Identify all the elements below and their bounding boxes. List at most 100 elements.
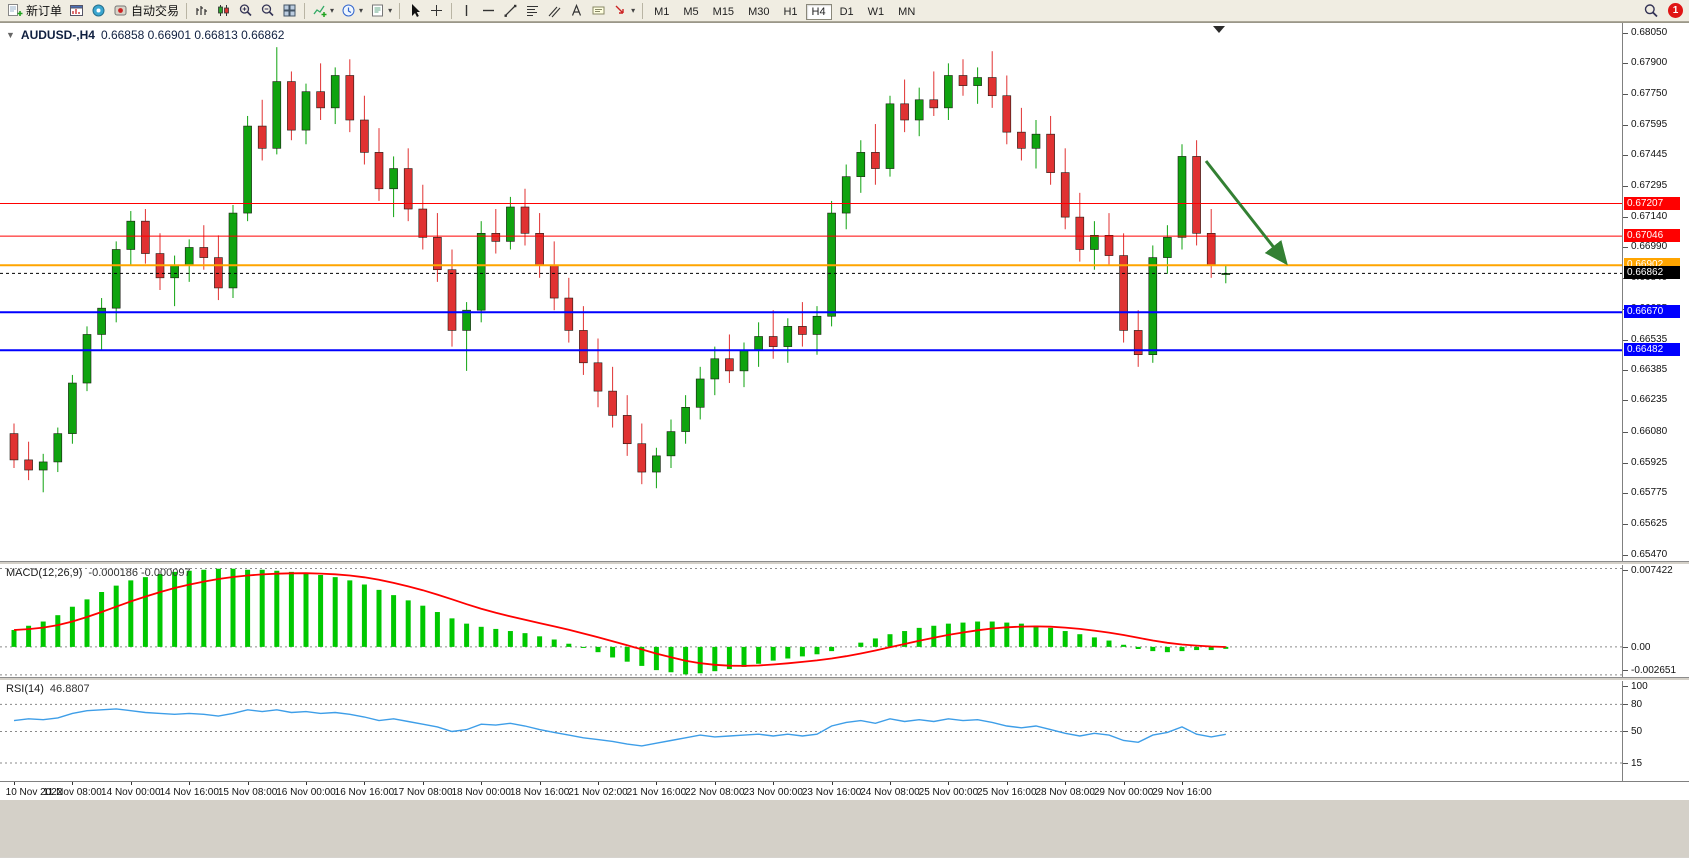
time-tick bbox=[831, 782, 833, 785]
text-button[interactable] bbox=[566, 1, 587, 21]
price-tick-label: 0.67295 bbox=[1622, 179, 1668, 191]
main-price-chart[interactable] bbox=[0, 23, 1622, 561]
timeframe-m1[interactable]: M1 bbox=[648, 4, 675, 20]
time-axis-label: 29 Nov 16:00 bbox=[1152, 787, 1212, 798]
time-axis-label: 25 Nov 00:00 bbox=[918, 787, 979, 798]
channel-button[interactable] bbox=[544, 1, 565, 21]
rsi-label: RSI(14) 46.8807 bbox=[6, 683, 90, 695]
chevron-down-icon: ▾ bbox=[388, 5, 393, 15]
tile-windows-icon bbox=[283, 4, 296, 17]
price-line-badge: 0.66670 bbox=[1624, 305, 1680, 319]
rsi-chart[interactable] bbox=[0, 681, 1622, 781]
macd-tick-label: -0.002651 bbox=[1622, 665, 1677, 676]
time-tick bbox=[1123, 782, 1125, 785]
macd-chart[interactable] bbox=[0, 565, 1622, 677]
new-order-icon bbox=[8, 4, 23, 16]
time-axis-label: 18 Nov 00:00 bbox=[451, 787, 511, 798]
time-axis-label: 14 Nov 16:00 bbox=[159, 787, 219, 798]
zoom-out-icon bbox=[261, 4, 274, 17]
macd-panel: 0.007422 0.00 -0.002651 MACD(12,26,9) -0.00… bbox=[0, 565, 1689, 677]
timeframe-m30[interactable]: M30 bbox=[742, 4, 775, 20]
cursor-button[interactable] bbox=[404, 1, 425, 21]
new-order-button[interactable]: 新订单 bbox=[4, 1, 65, 21]
crosshair-button[interactable] bbox=[426, 1, 447, 21]
time-axis-label: 16 Nov 00:00 bbox=[276, 787, 336, 798]
time-axis-label: 18 Nov 16:00 bbox=[509, 787, 570, 798]
zoom-out-button[interactable] bbox=[257, 1, 278, 21]
price-tick-label: 0.68050 bbox=[1622, 27, 1668, 38]
candlestick-chart-button[interactable] bbox=[213, 1, 234, 21]
chart-window: ▼ AUDUSD-,H4 0.66858 0.66901 0.66813 0.6… bbox=[0, 22, 1689, 799]
timeframe-h1[interactable]: H1 bbox=[777, 4, 803, 20]
timeframe-h4[interactable]: H4 bbox=[805, 3, 832, 20]
timeframe-m15[interactable]: M15 bbox=[707, 4, 740, 20]
timeframe-d1[interactable]: D1 bbox=[834, 4, 860, 20]
price-tick-label: 0.66990 bbox=[1622, 241, 1668, 253]
time-tick bbox=[598, 782, 599, 785]
time-tick bbox=[1182, 782, 1183, 785]
tile-windows-button[interactable] bbox=[279, 1, 300, 21]
bar-chart-button[interactable] bbox=[191, 1, 212, 21]
rsi-tick-label: 100 bbox=[1623, 681, 1648, 693]
time-tick bbox=[364, 782, 366, 785]
panel-splitter[interactable] bbox=[0, 561, 1689, 565]
new-order-label: 新订单 bbox=[26, 4, 63, 18]
autotrading-button[interactable]: 自动交易 bbox=[110, 1, 182, 21]
macd-scale[interactable]: 0.007422 0.00 -0.002651 bbox=[1622, 565, 1689, 677]
cursor-icon bbox=[412, 4, 421, 17]
community-button[interactable] bbox=[88, 1, 109, 21]
chart-window-button[interactable] bbox=[66, 1, 87, 21]
chevron-down-icon: ▾ bbox=[330, 5, 335, 15]
time-tick bbox=[72, 782, 74, 785]
search-icon bbox=[1644, 3, 1658, 17]
chart-window-icon bbox=[70, 5, 84, 16]
one-click-trading-toggle-icon[interactable]: ▼ bbox=[6, 30, 15, 40]
time-axis-label: 23 Nov 00:00 bbox=[743, 787, 803, 798]
timeframe-w1[interactable]: W1 bbox=[862, 4, 891, 20]
timeframe-mn[interactable]: MN bbox=[892, 4, 921, 20]
timeframe-toolbar: M1 M5 M15 M30 H1 H4 D1 W1 MN bbox=[647, 2, 922, 20]
rsi-tick-label: 50 bbox=[1622, 726, 1643, 738]
zoom-in-button[interactable] bbox=[235, 1, 256, 21]
time-tick bbox=[481, 782, 483, 785]
price-tick-label: 0.65625 bbox=[1622, 517, 1668, 529]
templates-button[interactable]: ▾ bbox=[367, 1, 395, 21]
indicators-button[interactable]: ▾ bbox=[309, 1, 337, 21]
rsi-scale[interactable]: 100 80 50 15 bbox=[1622, 681, 1689, 781]
vertical-line-icon bbox=[465, 5, 468, 16]
text-icon bbox=[572, 3, 582, 16]
panel-splitter[interactable] bbox=[0, 677, 1689, 681]
time-axis-label: 21 Nov 16:00 bbox=[626, 787, 687, 798]
rsi-panel: 100 80 50 15 RSI(14) 46.8807 bbox=[0, 681, 1689, 781]
timeframe-m5[interactable]: M5 bbox=[677, 4, 704, 20]
time-tick bbox=[306, 782, 307, 785]
trendline-icon bbox=[504, 4, 517, 17]
vertical-line-button[interactable] bbox=[456, 1, 477, 21]
price-tick-label: 0.65775 bbox=[1622, 487, 1668, 499]
trendline-button[interactable] bbox=[500, 1, 521, 21]
time-axis[interactable]: 10 Nov 2022 11 Nov 08:00 14 Nov 00:00 14 No… bbox=[0, 781, 1689, 799]
notification-badge[interactable]: 1 bbox=[1668, 3, 1683, 18]
toolbar: 新订单 自动交易 ▾ bbox=[0, 0, 1689, 22]
ohlc-values: 0.66858 0.66901 0.66813 0.66862 bbox=[100, 28, 285, 42]
chevron-down-icon: ▾ bbox=[359, 5, 364, 15]
arrows-button[interactable]: ▾ bbox=[610, 1, 638, 21]
symbol-title: AUDUSD-,H4 bbox=[20, 28, 95, 42]
time-axis-label: 25 Nov 16:00 bbox=[977, 787, 1037, 798]
horizontal-line-button[interactable] bbox=[478, 1, 499, 21]
price-tick-label: 0.66235 bbox=[1622, 394, 1668, 406]
price-tick-label: 0.66535 bbox=[1622, 333, 1668, 345]
price-scale[interactable]: 0.68050 0.67900 0.67750 0.67595 0.67445 0.672… bbox=[1622, 23, 1689, 561]
periods-button[interactable]: ▾ bbox=[338, 1, 366, 21]
label-button[interactable] bbox=[588, 1, 609, 21]
rsi-tick-label: 15 bbox=[1622, 757, 1643, 769]
window-background bbox=[0, 799, 1689, 857]
autotrading-label: 自动交易 bbox=[131, 4, 180, 18]
time-axis-label: 17 Nov 08:00 bbox=[393, 787, 453, 798]
search-button[interactable] bbox=[1640, 1, 1662, 21]
time-tick bbox=[890, 782, 891, 785]
candlestick-chart-icon bbox=[218, 5, 229, 16]
indicators-icon bbox=[313, 5, 327, 17]
time-axis-label: 29 Nov 00:00 bbox=[1093, 787, 1154, 798]
fibonacci-button[interactable] bbox=[522, 1, 543, 21]
